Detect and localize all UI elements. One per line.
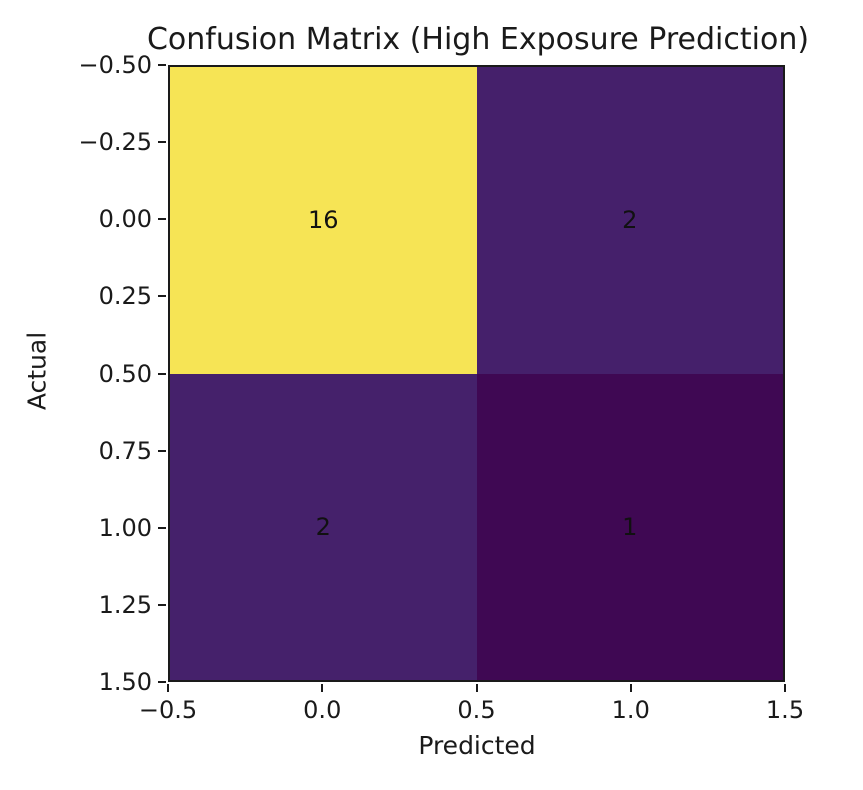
tick-mark	[158, 372, 166, 375]
x-tick-label: 1.0	[611, 696, 650, 724]
tick-mark	[158, 603, 166, 606]
x-tick-label: 0.0	[303, 696, 342, 724]
y-tick-label: 0.50	[98, 359, 152, 388]
y-tick-label: 0.25	[98, 282, 152, 311]
x-axis-label: Predicted	[418, 731, 536, 760]
tick-mark	[475, 684, 478, 692]
y-tick-label: 0.00	[98, 205, 152, 234]
y-tick-label: 1.25	[98, 590, 152, 619]
heatmap-cell-r0c0: 16	[170, 67, 477, 374]
tick-mark	[158, 449, 166, 452]
x-tick-label: 1.5	[765, 696, 805, 724]
heatmap-cell-r0c1: 2	[476, 67, 783, 374]
tick-mark	[167, 684, 169, 692]
cell-value: 2	[622, 206, 638, 235]
tick-mark	[158, 141, 166, 144]
tick-mark	[158, 64, 166, 66]
heatmap-cell-r1c0: 2	[170, 373, 477, 680]
tick-mark	[158, 681, 166, 683]
tick-mark	[629, 684, 632, 692]
chart-title: Confusion Matrix (High Exposure Predicti…	[146, 22, 810, 57]
y-tick-label: −0.50	[78, 51, 152, 79]
x-tick-label: 0.5	[457, 696, 496, 724]
heatmap-cells: 16 2 2 1	[170, 67, 783, 680]
y-tick-label: 1.50	[98, 668, 152, 696]
y-axis-label: Actual	[22, 331, 52, 411]
y-tick-label: 1.00	[98, 513, 152, 542]
cell-value: 1	[622, 512, 638, 541]
y-tick-label: −0.25	[78, 128, 152, 157]
cell-value: 2	[315, 512, 331, 541]
tick-mark	[158, 218, 166, 221]
tick-mark	[321, 684, 324, 692]
tick-mark	[158, 295, 166, 298]
cell-value: 16	[307, 206, 339, 235]
heatmap-cell-r1c1: 1	[476, 373, 783, 680]
tick-mark	[158, 526, 166, 529]
tick-mark	[784, 684, 786, 692]
heatmap-plot-area: 16 2 2 1	[168, 65, 785, 682]
y-tick-label: 0.75	[98, 436, 152, 465]
x-tick-label: −0.5	[138, 696, 198, 724]
